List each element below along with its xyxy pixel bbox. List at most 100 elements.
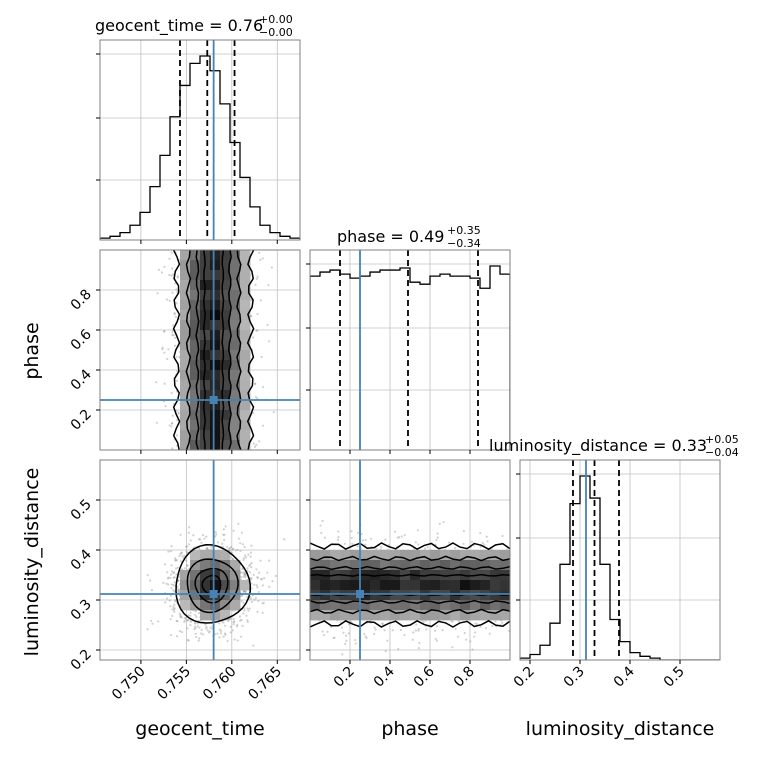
density-cell (190, 360, 201, 371)
density-cell (200, 600, 211, 611)
histogram-step (520, 475, 720, 660)
scatter-point (399, 628, 402, 632)
scatter-point (219, 632, 223, 635)
density-cell (360, 600, 371, 611)
scatter-point (173, 312, 176, 315)
contour-line (194, 567, 229, 604)
scatter-point (183, 620, 186, 623)
scatter-point (198, 626, 201, 629)
scatter-point (250, 544, 253, 547)
scatter-point (167, 348, 170, 351)
scatter-point (256, 275, 259, 278)
scatter-point (465, 638, 468, 641)
density-cell (200, 300, 211, 311)
scatter-point (240, 575, 243, 579)
scatter-point (241, 543, 244, 546)
density-cell (440, 580, 451, 591)
scatter-point (198, 538, 201, 541)
scatter-point (168, 599, 171, 602)
density-cell (450, 550, 461, 561)
scatter-point (167, 576, 170, 579)
density-cell (340, 550, 351, 561)
density-cell (230, 300, 241, 311)
scatter-point (164, 405, 167, 408)
density-cell (230, 570, 241, 581)
scatter-point (488, 632, 491, 635)
density-cell (180, 360, 191, 371)
scatter-point (179, 615, 182, 618)
scatter-point (176, 276, 179, 279)
scatter-point (247, 609, 250, 612)
density-cell (400, 580, 411, 591)
density-cell (240, 320, 251, 331)
scatter-point (162, 581, 165, 585)
scatter-point (255, 568, 258, 571)
scatter-point (244, 590, 247, 593)
density-cell (240, 300, 251, 311)
panel-luminosity-distance-hist (516, 459, 721, 664)
scatter-point (244, 574, 247, 577)
scatter-point (451, 620, 454, 623)
scatter-point (484, 627, 488, 630)
density-cell (320, 610, 331, 621)
scatter-point (178, 630, 182, 633)
x-axis-label-geocent-time: geocent_time (135, 718, 264, 740)
scatter-point (186, 618, 190, 622)
scatter-point (240, 618, 243, 621)
scatter-point (396, 536, 399, 539)
scatter-point (232, 547, 235, 550)
density-cell (460, 600, 471, 611)
title-phase: phase = 0.49 +0.35 −0.34 (337, 224, 481, 250)
density-cell (320, 600, 331, 611)
axes-frame (99, 39, 301, 241)
scatter-point (176, 588, 179, 592)
density-cell (190, 270, 201, 281)
scatter-point (171, 421, 174, 425)
density-cell (380, 560, 391, 571)
scatter-point (187, 639, 190, 642)
scatter-point (156, 292, 159, 295)
scatter-point (356, 545, 359, 548)
scatter-point (442, 520, 445, 524)
scatter-point (175, 434, 179, 437)
x-axis-label-luminosity-distance: luminosity_distance (526, 718, 715, 740)
scatter-point (168, 257, 171, 260)
scatter-point (187, 543, 191, 546)
scatter-point (205, 626, 208, 629)
density-cell (430, 580, 441, 591)
contour-line (310, 619, 510, 628)
density-cell (190, 560, 201, 571)
density-cell (180, 310, 191, 321)
scatter-point (163, 330, 166, 333)
scatter-point (391, 629, 394, 632)
scatter-point (157, 268, 160, 272)
panel-phase-hist (306, 249, 511, 454)
scatter-point (486, 540, 489, 543)
density-cell (380, 580, 391, 591)
scatter-point (170, 422, 173, 425)
density-cell (320, 550, 331, 561)
scatter-point (223, 533, 226, 536)
scatter-point (183, 567, 186, 570)
truth-marker (209, 396, 218, 404)
scatter-point (189, 620, 192, 623)
density-cell (210, 430, 221, 441)
density-cell (180, 260, 191, 271)
scatter-point (253, 598, 256, 601)
density-cell (230, 410, 241, 421)
scatter-point (469, 640, 472, 643)
scatter-point (149, 579, 152, 582)
grid-lines (310, 250, 510, 450)
scatter-point (229, 631, 232, 634)
scatter-point (231, 548, 234, 551)
svg-text:geocent_time = 0.76: geocent_time = 0.76 (95, 16, 263, 36)
scatter-point (208, 630, 211, 633)
scatter-point (185, 559, 188, 562)
scatter-point (186, 638, 190, 642)
density-cell (490, 580, 501, 591)
scatter-point (167, 550, 170, 553)
scatter-point (418, 641, 421, 645)
scatter-point (345, 639, 348, 642)
density-cell (400, 610, 411, 621)
scatter-point (256, 576, 259, 579)
